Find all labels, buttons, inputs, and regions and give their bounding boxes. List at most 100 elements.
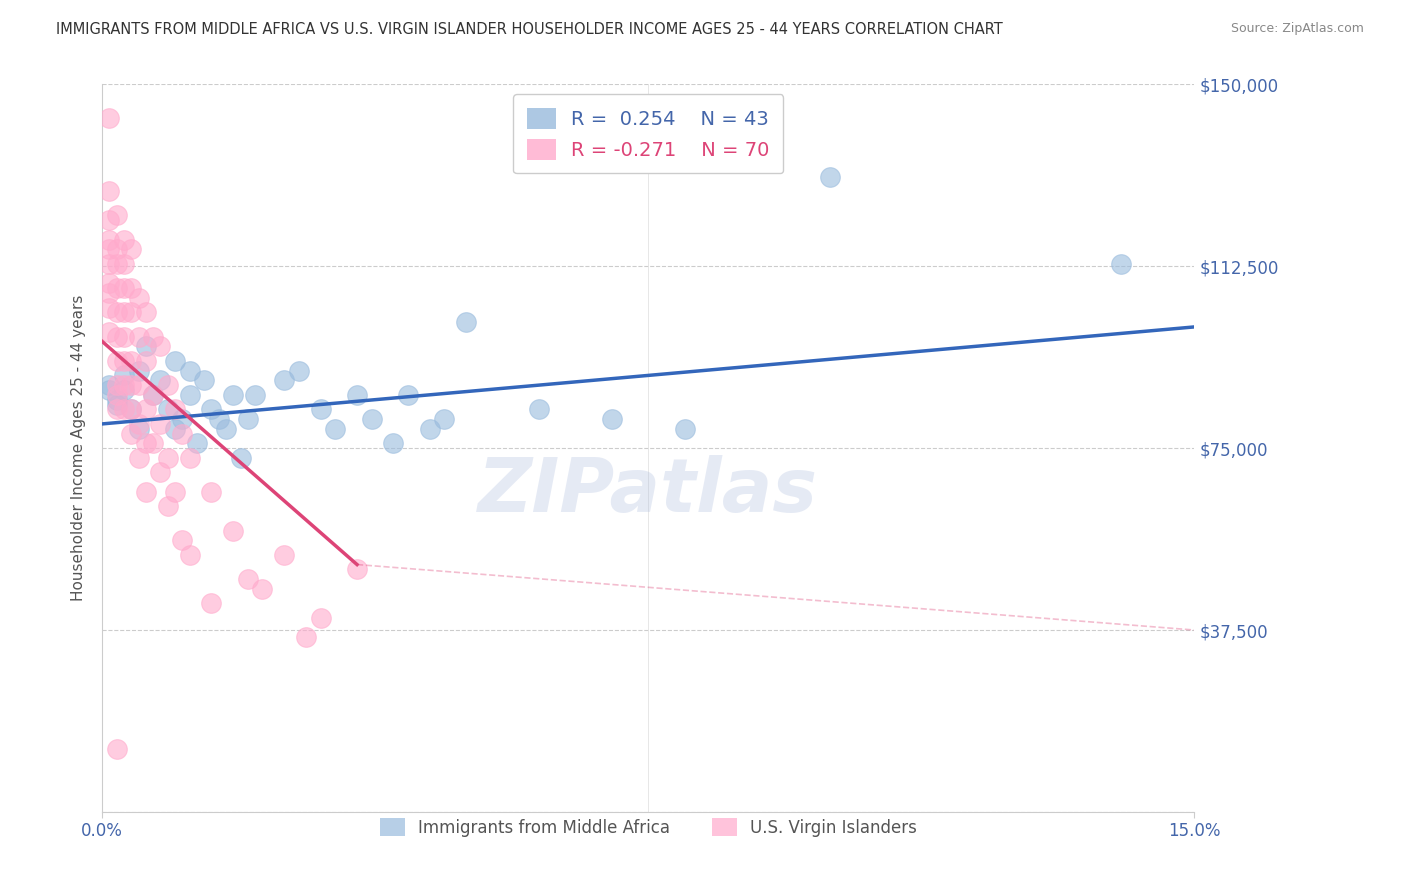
- Point: [309, 402, 332, 417]
- Point: [346, 562, 368, 576]
- Point: [120, 402, 142, 417]
- Point: [135, 436, 157, 450]
- Point: [112, 329, 135, 343]
- Point: [112, 233, 135, 247]
- Point: [179, 388, 201, 402]
- Point: [252, 582, 274, 596]
- Text: ZIPatlas: ZIPatlas: [478, 455, 818, 528]
- Point: [142, 388, 165, 402]
- Point: [149, 466, 172, 480]
- Y-axis label: Householder Income Ages 25 - 44 years: Householder Income Ages 25 - 44 years: [72, 295, 86, 601]
- Point: [396, 388, 419, 402]
- Point: [273, 548, 295, 562]
- Point: [288, 363, 311, 377]
- Point: [105, 305, 128, 319]
- Point: [179, 450, 201, 465]
- Point: [600, 412, 623, 426]
- Point: [142, 388, 165, 402]
- Point: [156, 500, 179, 514]
- Point: [149, 373, 172, 387]
- Point: [527, 402, 550, 417]
- Point: [156, 378, 179, 392]
- Point: [105, 281, 128, 295]
- Point: [135, 402, 157, 417]
- Point: [105, 208, 128, 222]
- Text: IMMIGRANTS FROM MIDDLE AFRICA VS U.S. VIRGIN ISLANDER HOUSEHOLDER INCOME AGES 25: IMMIGRANTS FROM MIDDLE AFRICA VS U.S. VI…: [56, 22, 1002, 37]
- Point: [105, 402, 128, 417]
- Point: [149, 339, 172, 353]
- Point: [98, 325, 121, 339]
- Text: Source: ZipAtlas.com: Source: ZipAtlas.com: [1230, 22, 1364, 36]
- Point: [128, 291, 150, 305]
- Point: [673, 422, 696, 436]
- Point: [419, 422, 441, 436]
- Point: [105, 388, 128, 402]
- Point: [98, 233, 121, 247]
- Point: [112, 257, 135, 271]
- Point: [186, 436, 208, 450]
- Point: [222, 388, 245, 402]
- Point: [273, 373, 295, 387]
- Point: [112, 383, 135, 397]
- Point: [156, 402, 179, 417]
- Point: [149, 417, 172, 431]
- Point: [163, 402, 186, 417]
- Point: [433, 412, 456, 426]
- Point: [215, 422, 238, 436]
- Point: [98, 285, 121, 300]
- Point: [456, 315, 478, 329]
- Point: [323, 422, 346, 436]
- Point: [360, 412, 382, 426]
- Point: [105, 378, 128, 392]
- Point: [112, 378, 135, 392]
- Point: [112, 281, 135, 295]
- Point: [105, 392, 128, 407]
- Point: [105, 257, 128, 271]
- Point: [236, 572, 259, 586]
- Point: [105, 354, 128, 368]
- Point: [229, 450, 252, 465]
- Point: [98, 277, 121, 291]
- Point: [120, 378, 142, 392]
- Point: [135, 484, 157, 499]
- Point: [179, 548, 201, 562]
- Point: [112, 354, 135, 368]
- Point: [820, 169, 842, 184]
- Point: [98, 243, 121, 257]
- Point: [135, 339, 157, 353]
- Point: [98, 301, 121, 315]
- Point: [163, 354, 186, 368]
- Point: [179, 363, 201, 377]
- Point: [1111, 257, 1133, 271]
- Point: [172, 533, 194, 548]
- Point: [295, 630, 318, 644]
- Point: [128, 417, 150, 431]
- Point: [200, 484, 222, 499]
- Point: [120, 243, 142, 257]
- Point: [98, 378, 121, 392]
- Point: [98, 257, 121, 271]
- Point: [142, 329, 165, 343]
- Point: [208, 412, 231, 426]
- Point: [200, 596, 222, 610]
- Point: [105, 397, 128, 411]
- Point: [112, 305, 135, 319]
- Point: [98, 184, 121, 198]
- Point: [112, 402, 135, 417]
- Point: [163, 422, 186, 436]
- Point: [128, 363, 150, 377]
- Point: [105, 243, 128, 257]
- Legend: Immigrants from Middle Africa, U.S. Virgin Islanders: Immigrants from Middle Africa, U.S. Virg…: [373, 812, 924, 844]
- Point: [382, 436, 405, 450]
- Point: [135, 305, 157, 319]
- Point: [193, 373, 215, 387]
- Point: [172, 426, 194, 441]
- Point: [243, 388, 266, 402]
- Point: [120, 402, 142, 417]
- Point: [142, 436, 165, 450]
- Point: [236, 412, 259, 426]
- Point: [112, 368, 135, 383]
- Point: [172, 412, 194, 426]
- Point: [200, 402, 222, 417]
- Point: [120, 426, 142, 441]
